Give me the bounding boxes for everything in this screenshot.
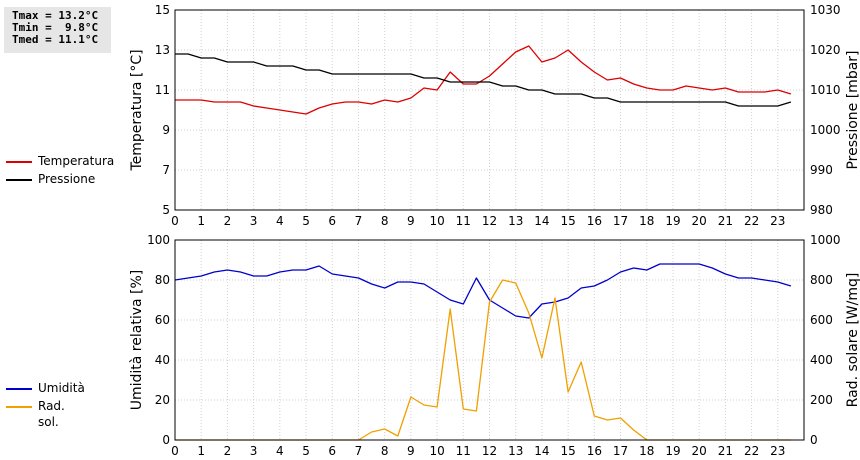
top-right-tick-label: 980 <box>810 203 833 217</box>
top-left-axis-label: Temperatura [°C] <box>129 49 145 171</box>
top-x-tick-label: 20 <box>692 214 707 228</box>
top-x-tick-label: 3 <box>250 214 258 228</box>
top-x-tick-label: 8 <box>381 214 389 228</box>
bottom-x-tick-label: 1 <box>197 444 205 458</box>
bottom-x-tick-label: 6 <box>328 444 336 458</box>
bottom-left-tick-label: 40 <box>155 353 170 367</box>
top-x-tick-label: 19 <box>665 214 680 228</box>
bottom-x-tick-label: 15 <box>560 444 575 458</box>
top-x-tick-label: 16 <box>587 214 602 228</box>
bottom-left-axis-label: Umidità relativa [%] <box>129 270 145 411</box>
legend-swatch <box>6 388 32 390</box>
top-x-tick-label: 23 <box>770 214 785 228</box>
bottom-right-tick-label: 600 <box>810 313 833 327</box>
top-right-tick-label: 1030 <box>810 3 841 17</box>
top-x-tick-label: 11 <box>456 214 471 228</box>
top-x-tick-label: 0 <box>171 214 179 228</box>
top-left-tick-label: 9 <box>162 123 170 137</box>
top-x-tick-label: 10 <box>429 214 444 228</box>
bottom-x-tick-label: 20 <box>692 444 707 458</box>
top-x-tick-label: 14 <box>534 214 549 228</box>
top-series-line-pressione <box>175 53 792 107</box>
top-right-tick-label: 1000 <box>810 123 841 137</box>
bottom-x-tick-label: 7 <box>355 444 363 458</box>
top-x-tick-label: 17 <box>613 214 628 228</box>
bottom-x-tick-label: 19 <box>665 444 680 458</box>
bottom-series-line-umidit <box>174 263 792 319</box>
legend-swatch <box>6 161 32 163</box>
top-left-tick-label: 15 <box>155 3 170 17</box>
bottom-right-axis-label: Rad. solare [W/mq] <box>845 273 860 408</box>
bottom-x-tick-label: 2 <box>224 444 232 458</box>
top-left-tick-label: 13 <box>155 43 170 57</box>
legend-label: Temperatura <box>38 154 115 168</box>
bottom-right-tick-label: 0 <box>810 433 818 447</box>
top-right-tick-label: 1020 <box>810 43 841 57</box>
top-x-tick-label: 6 <box>328 214 336 228</box>
top-left-tick-label: 7 <box>162 163 170 177</box>
top-series-line-temperatura <box>175 45 792 115</box>
bottom-left-tick-label: 0 <box>162 433 170 447</box>
top-left-tick-label: 11 <box>155 83 170 97</box>
top-x-tick-label: 5 <box>302 214 310 228</box>
legend-label: Umidità <box>38 381 85 395</box>
tmax-readout: Tmax = 13.2°C <box>12 9 99 22</box>
top-plot-frame <box>174 9 805 211</box>
top-right-tick-label: 1010 <box>810 83 841 97</box>
bottom-right-tick-label: 400 <box>810 353 833 367</box>
top-x-tick-label: 22 <box>744 214 759 228</box>
bottom-x-tick-label: 10 <box>429 444 444 458</box>
bottom-x-tick-label: 14 <box>534 444 549 458</box>
top-x-tick-label: 13 <box>508 214 523 228</box>
bottom-x-tick-label: 3 <box>250 444 258 458</box>
bottom-right-tick-label: 200 <box>810 393 833 407</box>
bottom-x-tick-label: 18 <box>639 444 654 458</box>
bottom-x-tick-label: 4 <box>276 444 284 458</box>
bottom-x-tick-label: 13 <box>508 444 523 458</box>
top-x-tick-label: 4 <box>276 214 284 228</box>
bottom-left-tick-label: 20 <box>155 393 170 407</box>
bottom-left-tick-label: 60 <box>155 313 170 327</box>
top-x-tick-label: 9 <box>407 214 415 228</box>
bottom-plot-frame <box>174 239 805 441</box>
top-x-tick-label: 18 <box>639 214 654 228</box>
bottom-x-tick-label: 16 <box>587 444 602 458</box>
bottom-x-tick-label: 22 <box>744 444 759 458</box>
top-x-tick-label: 21 <box>718 214 733 228</box>
bottom-x-tick-label: 12 <box>482 444 497 458</box>
top-left-tick-label: 5 <box>162 203 170 217</box>
bottom-right-tick-label: 1000 <box>810 233 841 247</box>
top-x-tick-label: 15 <box>560 214 575 228</box>
legend-label: Rad. sol. <box>38 399 65 429</box>
tmin-readout: Tmin = 9.8°C <box>12 21 99 34</box>
bottom-x-tick-label: 8 <box>381 444 389 458</box>
bottom-x-tick-label: 17 <box>613 444 628 458</box>
tmed-readout: Tmed = 11.1°C <box>12 33 99 46</box>
bottom-right-tick-label: 800 <box>810 273 833 287</box>
top-right-axis-label: Pressione [mbar] <box>845 50 860 169</box>
bottom-x-tick-label: 5 <box>302 444 310 458</box>
top-x-tick-label: 1 <box>197 214 205 228</box>
top-right-tick-label: 990 <box>810 163 833 177</box>
bottom-left-tick-label: 100 <box>147 233 170 247</box>
top-x-tick-label: 7 <box>355 214 363 228</box>
bottom-x-tick-label: 0 <box>171 444 179 458</box>
bottom-x-tick-label: 11 <box>456 444 471 458</box>
bottom-x-tick-label: 23 <box>770 444 785 458</box>
bottom-left-tick-label: 80 <box>155 273 170 287</box>
bottom-x-tick-label: 21 <box>718 444 733 458</box>
bottom-x-tick-label: 9 <box>407 444 415 458</box>
top-x-tick-label: 12 <box>482 214 497 228</box>
stats-box: Tmax = 13.2°C Tmin = 9.8°C Tmed = 11.1°C <box>4 7 111 53</box>
legend-label: Pressione <box>38 172 96 186</box>
top-x-tick-label: 2 <box>224 214 232 228</box>
legend-swatch <box>6 406 32 408</box>
legend-swatch <box>6 179 32 181</box>
